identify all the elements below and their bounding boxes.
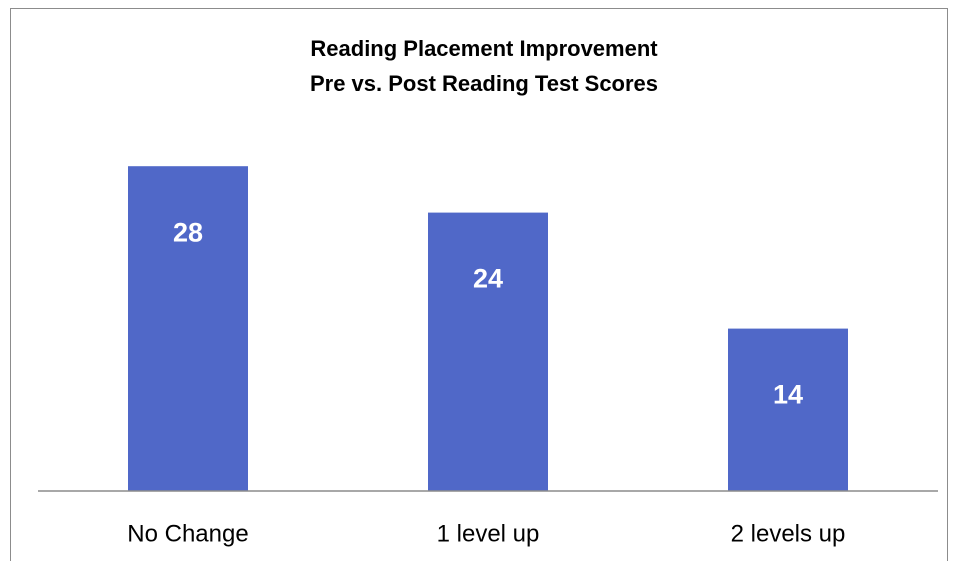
chart-title: Reading Placement Improvement <box>310 36 658 61</box>
bar <box>128 166 248 491</box>
data-label: 28 <box>173 217 203 247</box>
chart-subtitle: Pre vs. Post Reading Test Scores <box>310 71 658 96</box>
x-tick-label: No Change <box>127 520 248 547</box>
data-label: 24 <box>473 264 503 294</box>
x-tick-label: 2 levels up <box>731 520 846 547</box>
bar <box>428 212 548 491</box>
x-tick-label: 1 level up <box>437 520 540 547</box>
bar <box>728 328 848 491</box>
data-label: 14 <box>773 380 803 410</box>
